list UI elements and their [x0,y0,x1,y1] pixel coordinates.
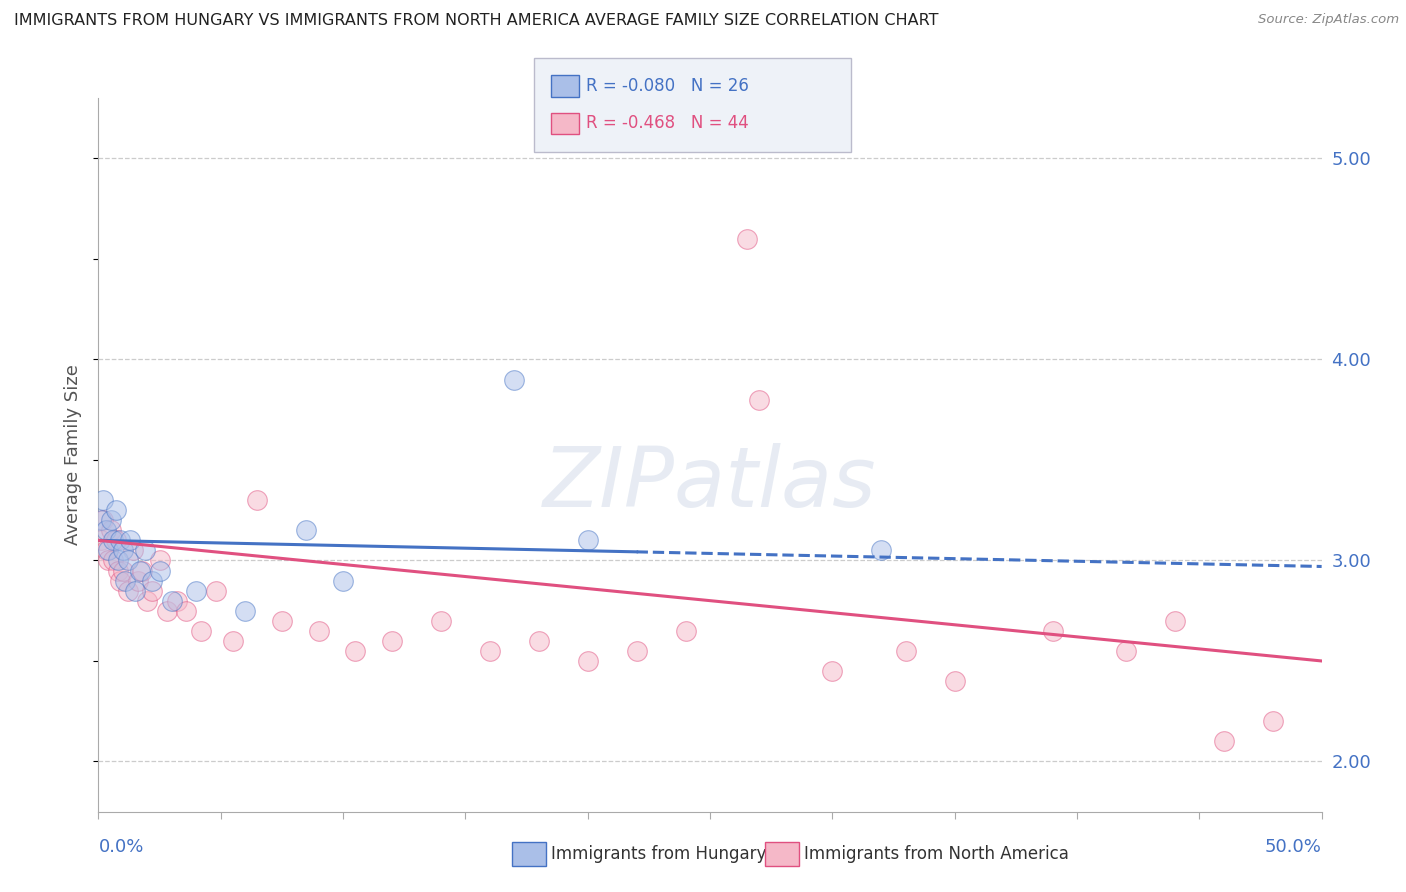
Point [1212,734,1234,748]
Point [94,524,117,538]
Text: R = -0.080   N = 26: R = -0.080 N = 26 [586,78,749,95]
Point [295,524,318,538]
Text: 0.0%: 0.0% [98,838,143,855]
Point [430,614,453,628]
Point [160,593,183,607]
Point [675,624,697,638]
Point [100,524,122,538]
Point [233,604,256,618]
Point [1042,624,1064,638]
Point [246,493,269,508]
Point [100,513,122,527]
Point [149,553,172,567]
Point [94,543,117,558]
Point [576,654,599,668]
Point [111,543,134,558]
Point [205,583,228,598]
Point [748,392,770,407]
Point [104,533,127,548]
Point [97,543,120,558]
Point [332,574,354,588]
Text: Immigrants from North America: Immigrants from North America [804,845,1069,863]
Point [129,564,152,578]
Point [107,564,129,578]
Point [344,644,367,658]
Point [149,564,172,578]
Point [735,232,758,246]
Text: Source: ZipAtlas.com: Source: ZipAtlas.com [1258,13,1399,27]
Text: IMMIGRANTS FROM HUNGARY VS IMMIGRANTS FROM NORTH AMERICA AVERAGE FAMILY SIZE COR: IMMIGRANTS FROM HUNGARY VS IMMIGRANTS FR… [14,13,939,29]
Point [190,624,212,638]
Point [90,533,112,548]
Point [124,583,146,598]
Point [166,593,188,607]
Point [186,583,208,598]
Point [121,543,143,558]
Point [308,624,330,638]
Point [870,543,893,558]
Point [626,644,648,658]
Point [97,553,120,567]
Point [270,614,294,628]
Point [1115,644,1137,658]
Point [127,574,149,588]
Point [1164,614,1187,628]
Point [117,553,139,567]
Text: ZIPatlas: ZIPatlas [543,443,877,524]
Point [478,644,501,658]
Text: Immigrants from Hungary: Immigrants from Hungary [551,845,766,863]
Point [141,574,163,588]
Text: R = -0.468   N = 44: R = -0.468 N = 44 [586,114,749,132]
Point [527,633,550,648]
Y-axis label: Average Family Size: Average Family Size [65,365,83,545]
Point [176,604,198,618]
Point [576,533,599,548]
Point [104,503,127,517]
Point [90,513,112,527]
Text: 50.0%: 50.0% [1265,838,1322,855]
Point [134,543,156,558]
Point [107,553,129,567]
Point [222,633,245,648]
Point [117,583,139,598]
Point [894,644,917,658]
Point [381,633,404,648]
Point [131,564,153,578]
Point [156,604,179,618]
Point [943,674,966,689]
Point [110,574,132,588]
Point [101,533,124,548]
Point [503,372,526,386]
Point [821,664,844,678]
Point [111,564,134,578]
Point [141,583,163,598]
Point [136,593,159,607]
Point [110,533,132,548]
Point [91,493,114,508]
Point [114,574,136,588]
Point [120,533,142,548]
Point [1261,714,1284,729]
Point [91,513,114,527]
Point [101,553,124,567]
